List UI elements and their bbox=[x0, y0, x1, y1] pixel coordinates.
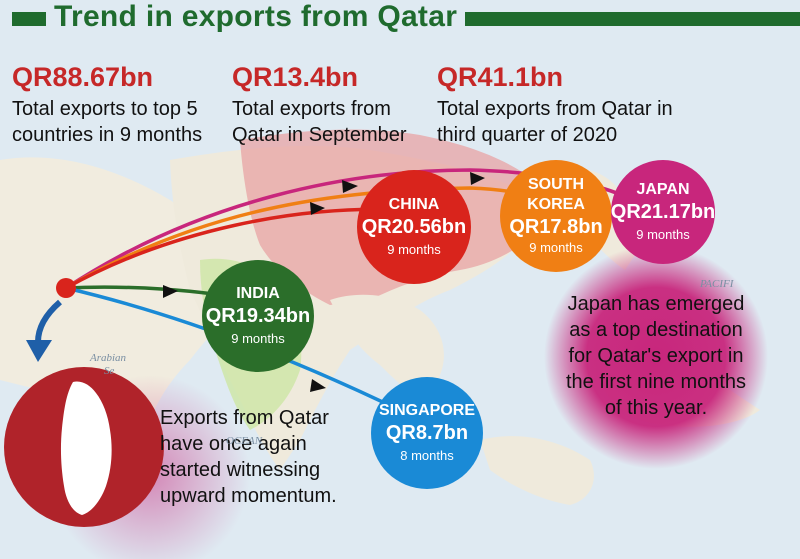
stat-desc-line: Total exports from bbox=[232, 98, 391, 120]
note-line: started witnessing bbox=[160, 459, 321, 481]
destination-singapore: SINGAPORE QR8.7bn 8 months bbox=[371, 377, 483, 489]
note-line: the first nine months bbox=[565, 371, 747, 393]
destination-name: INDIA bbox=[236, 285, 280, 302]
stat-desc-line: Total exports to top 5 bbox=[12, 98, 198, 120]
destination-amount: QR21.17bn bbox=[610, 201, 716, 223]
stat-total-top5: QR88.67bn Total exports to top 5 countri… bbox=[12, 62, 202, 148]
destination-amount: QR17.8bn bbox=[509, 216, 603, 238]
stat-third-quarter: QR41.1bn Total exports from Qatar in thi… bbox=[437, 62, 673, 148]
destination-period: 9 months bbox=[636, 227, 690, 242]
note-line: Japan has emerged bbox=[567, 293, 745, 315]
destination-period: 9 months bbox=[387, 242, 441, 257]
destination-period: 9 months bbox=[231, 331, 285, 346]
stat-value: QR13.4bn bbox=[232, 62, 359, 92]
map-label-sea: Se bbox=[104, 365, 115, 377]
note-line: upward momentum. bbox=[160, 485, 337, 507]
qatar-outline-icon bbox=[60, 381, 112, 515]
destination-india: INDIA QR19.34bn 9 months bbox=[202, 260, 314, 372]
destination-period: 8 months bbox=[400, 448, 454, 463]
qatar-note: Exports from Qatar have once again start… bbox=[160, 405, 337, 509]
destination-name: JAPAN bbox=[636, 181, 690, 198]
stat-desc-line: Qatar in September bbox=[232, 124, 407, 146]
destination-amount: QR20.56bn bbox=[361, 216, 467, 238]
stat-desc-line: countries in 9 months bbox=[12, 124, 203, 146]
destination-name: CHINA bbox=[388, 196, 440, 213]
destination-name: SOUTH bbox=[528, 176, 584, 193]
note-line: have once again bbox=[160, 433, 307, 455]
note-line: as a top destination bbox=[569, 319, 743, 341]
destination-amount: QR8.7bn bbox=[385, 422, 469, 444]
destination-amount: QR19.34bn bbox=[205, 305, 311, 327]
header-bar-right bbox=[465, 12, 800, 26]
destination-china: CHINA QR20.56bn 9 months bbox=[357, 170, 471, 284]
stat-desc-line: third quarter of 2020 bbox=[437, 124, 618, 146]
destination-name: SINGAPORE bbox=[378, 402, 475, 419]
page-title: Trend in exports from Qatar bbox=[54, 0, 458, 33]
note-line: Exports from Qatar bbox=[160, 407, 329, 429]
destination-south-korea: SOUTH KOREA QR17.8bn 9 months bbox=[500, 160, 612, 272]
header-bar-left bbox=[12, 12, 46, 26]
stat-value: QR88.67bn bbox=[12, 62, 154, 92]
stat-value: QR41.1bn bbox=[437, 62, 564, 92]
destination-japan: JAPAN QR21.17bn 9 months bbox=[611, 160, 715, 264]
map-label-pacific: PACIFI bbox=[700, 278, 734, 290]
map-label-arabian: Arabian bbox=[90, 352, 127, 364]
japan-note: Japan has emerged as a top destination f… bbox=[556, 291, 756, 421]
stat-september: QR13.4bn Total exports from Qatar in Sep… bbox=[232, 62, 407, 148]
note-line: for Qatar's export in bbox=[568, 345, 744, 367]
destination-name: KOREA bbox=[527, 196, 585, 213]
destination-period: 9 months bbox=[529, 240, 583, 255]
note-line: of this year. bbox=[604, 397, 708, 419]
stat-desc-line: Total exports from Qatar in bbox=[437, 98, 673, 120]
map-label-ocean: OCEAN bbox=[226, 435, 263, 447]
